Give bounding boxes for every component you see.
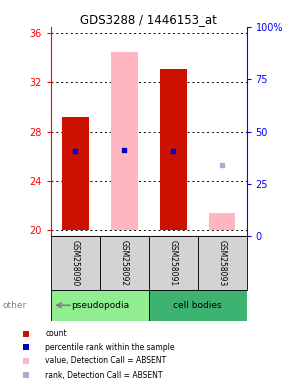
Text: other: other [3,301,27,310]
Text: GSM258091: GSM258091 [168,240,177,286]
Bar [111,51,138,230]
Bar [160,69,186,230]
Text: GSM258092: GSM258092 [120,240,129,286]
Bar [100,236,148,290]
Text: rank, Detection Call = ABSENT: rank, Detection Call = ABSENT [45,371,163,380]
Bar [197,236,246,290]
Text: GSM258090: GSM258090 [71,240,80,286]
Text: percentile rank within the sample: percentile rank within the sample [45,343,175,352]
Title: GDS3288 / 1446153_at: GDS3288 / 1446153_at [80,13,217,26]
Bar [51,236,100,290]
Text: count: count [45,329,67,338]
Bar [51,290,148,321]
Text: pseudopodia: pseudopodia [71,301,129,310]
Text: value, Detection Call = ABSENT: value, Detection Call = ABSENT [45,356,166,365]
Bar [148,290,246,321]
Text: GSM258093: GSM258093 [218,240,226,286]
Bar [148,236,197,290]
Text: cell bodies: cell bodies [173,301,222,310]
Bar [62,117,89,230]
Bar [209,213,235,230]
